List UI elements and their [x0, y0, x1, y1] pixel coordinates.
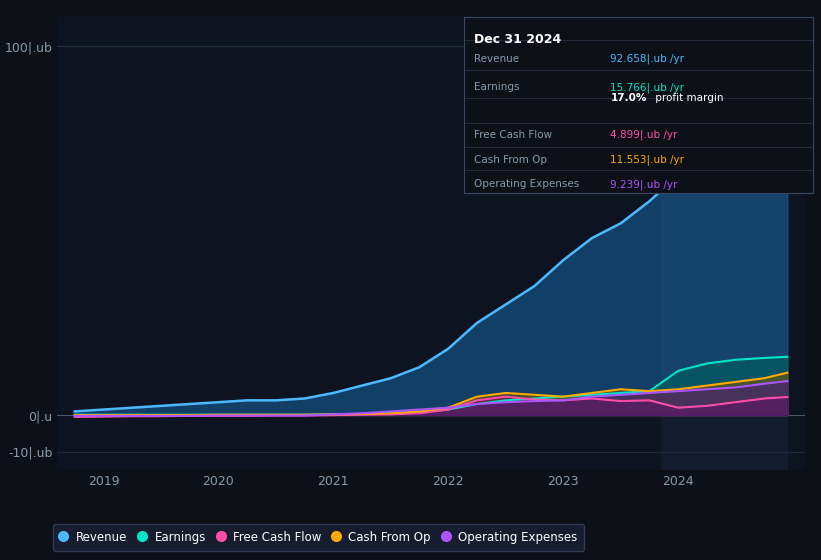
Text: 11.553|.ub /yr: 11.553|.ub /yr — [610, 155, 685, 165]
Text: Operating Expenses: Operating Expenses — [475, 179, 580, 189]
Text: 9.239|.ub /yr: 9.239|.ub /yr — [610, 179, 678, 190]
Legend: Revenue, Earnings, Free Cash Flow, Cash From Op, Operating Expenses: Revenue, Earnings, Free Cash Flow, Cash … — [53, 524, 585, 550]
Text: Free Cash Flow: Free Cash Flow — [475, 130, 553, 140]
Text: Revenue: Revenue — [475, 54, 520, 64]
Text: 4.899|.ub /yr: 4.899|.ub /yr — [610, 130, 678, 140]
Text: Dec 31 2024: Dec 31 2024 — [475, 32, 562, 46]
Text: 92.658|.ub /yr: 92.658|.ub /yr — [610, 54, 685, 64]
Text: 15.766|.ub /yr: 15.766|.ub /yr — [610, 82, 685, 92]
Text: Cash From Op: Cash From Op — [475, 155, 548, 165]
Text: profit margin: profit margin — [653, 93, 724, 103]
Text: 17.0%: 17.0% — [610, 93, 647, 103]
Text: Earnings: Earnings — [475, 82, 520, 92]
Bar — [661, 17, 787, 470]
